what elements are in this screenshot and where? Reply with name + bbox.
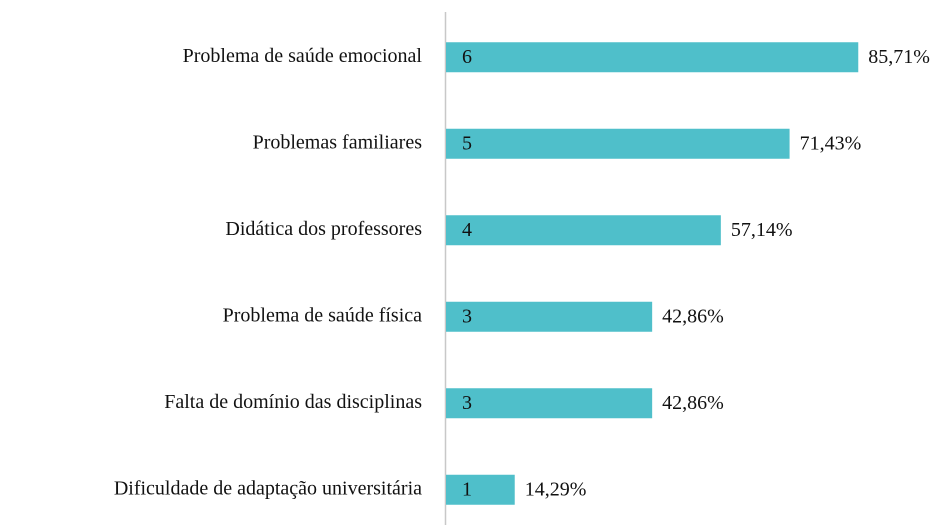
bar	[446, 388, 653, 419]
count-label: 3	[462, 305, 472, 327]
value-label: 85,71%	[868, 46, 930, 68]
value-label: 42,86%	[662, 392, 724, 414]
count-label: 1	[462, 478, 472, 500]
category-label: Falta de domínio das disciplinas	[164, 391, 422, 413]
bar	[446, 301, 653, 332]
category-label: Didática dos professores	[225, 218, 422, 240]
value-label: 71,43%	[800, 132, 862, 154]
bar	[446, 474, 515, 505]
category-label: Problema de saúde física	[223, 304, 422, 326]
category-label: Problemas familiares	[253, 131, 423, 153]
category-label: Problema de saúde emocional	[183, 45, 423, 67]
bar	[446, 215, 721, 246]
category-label: Dificuldade de adaptação universitária	[114, 477, 422, 499]
value-label: 42,86%	[662, 305, 724, 327]
count-label: 6	[462, 46, 472, 68]
value-label: 14,29%	[525, 478, 587, 500]
count-label: 3	[462, 392, 472, 414]
bar	[446, 128, 790, 159]
count-label: 5	[462, 132, 472, 154]
bar	[446, 42, 859, 73]
value-label: 57,14%	[731, 219, 793, 241]
count-label: 4	[462, 219, 472, 241]
